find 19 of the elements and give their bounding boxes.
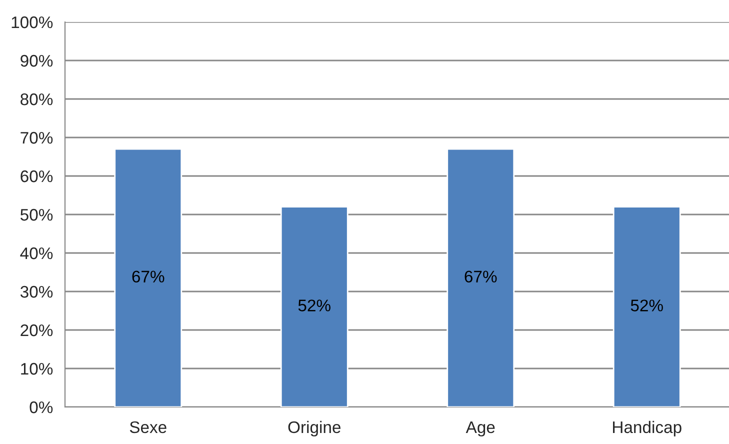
x-tick-label: Sexe bbox=[130, 421, 166, 434]
y-tick-label: 60% bbox=[20, 170, 53, 182]
data-label: 52% bbox=[298, 300, 330, 312]
y-tick-label: 30% bbox=[20, 286, 53, 298]
x-tick-label: Origine bbox=[288, 420, 340, 436]
data-label: 67% bbox=[132, 270, 164, 282]
y-tick-label: 0% bbox=[30, 401, 53, 414]
data-label: 52% bbox=[630, 300, 663, 312]
y-tick-label: 20% bbox=[20, 324, 53, 336]
y-tick-label: 40% bbox=[20, 247, 53, 260]
x-tick-label: Handicap bbox=[613, 420, 682, 436]
data-label: 67% bbox=[464, 270, 497, 282]
y-tick-label: 80% bbox=[20, 93, 53, 106]
x-tick-label: Age bbox=[466, 422, 495, 436]
y-tick-label: 50% bbox=[20, 208, 53, 221]
y-tick-label: 10% bbox=[21, 362, 53, 375]
y-tick-label: 70% bbox=[20, 132, 53, 144]
y-tick-label: 100% bbox=[12, 16, 53, 28]
y-tick-label: 90% bbox=[20, 54, 53, 67]
